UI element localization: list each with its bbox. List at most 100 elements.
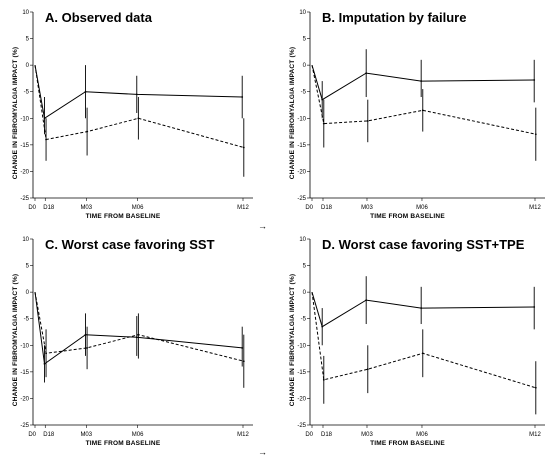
panel-title: B. Imputation by failure <box>322 10 466 25</box>
x-tick-label: D0 <box>305 432 313 438</box>
x-tick-label: D0 <box>28 205 36 211</box>
data-point <box>421 109 424 112</box>
data-point <box>322 378 325 381</box>
x-axis-label: TIME FROM BASELINE <box>370 440 445 447</box>
y-tick-label: -10 <box>20 116 29 122</box>
x-tick-label: M12 <box>529 205 541 211</box>
y-tick-label: 0 <box>303 63 307 69</box>
data-point <box>365 299 368 302</box>
x-tick-label: M12 <box>237 205 249 211</box>
data-point <box>242 146 245 149</box>
y-tick-label: -20 <box>20 169 29 175</box>
y-tick-label: -15 <box>297 143 306 149</box>
y-tick-label: -25 <box>297 196 306 202</box>
x-tick-label: D18 <box>43 432 55 438</box>
y-tick-label: -20 <box>20 396 29 402</box>
y-tick-label: -5 <box>301 317 307 323</box>
x-tick-label: M03 <box>80 432 92 438</box>
y-axis-label: CHANGE IN FIBROMYALGIA IMPACT (%) <box>289 274 296 406</box>
data-point <box>84 333 87 336</box>
series-line-dashed <box>311 292 536 389</box>
x-tick-label: D18 <box>321 432 333 438</box>
data-point <box>534 386 537 389</box>
series-line-dashed <box>311 65 536 135</box>
y-axis-label: CHANGE IN FIBROMYALGIA IMPACT (%) <box>12 274 19 406</box>
x-tick-label: M06 <box>132 432 144 438</box>
y-tick-label: 5 <box>303 264 307 270</box>
x-tick-label: M12 <box>237 432 249 438</box>
y-tick-label: 10 <box>299 237 306 243</box>
data-point <box>241 96 244 98</box>
y-tick-label: -15 <box>297 370 306 376</box>
x-tick-label: D0 <box>28 432 36 438</box>
x-tick-label: M06 <box>132 205 144 211</box>
data-point <box>366 120 369 122</box>
panel-title: C. Worst case favoring SST <box>45 237 215 252</box>
data-point <box>321 98 324 101</box>
panel-a: A. Observed data 10 5 0 -5 -10 -15 -20 -25 D0 D18 M… <box>12 10 253 220</box>
x-tick-label: M06 <box>416 205 428 211</box>
x-tick-label: M06 <box>416 432 428 438</box>
panel-title: D. Worst case favoring SST+TPE <box>322 237 525 252</box>
x-axis-label: TIME FROM BASELINE <box>86 440 161 447</box>
series-line-dashed <box>34 292 244 362</box>
y-tick-label: -20 <box>297 169 306 175</box>
y-tick-label: -15 <box>20 370 29 376</box>
y-tick-label: -5 <box>301 90 307 96</box>
y-tick-label: 10 <box>22 10 29 16</box>
data-point <box>533 306 536 308</box>
x-axis-label: TIME FROM BASELINE <box>370 213 445 220</box>
y-tick-label: -10 <box>20 343 29 349</box>
data-point <box>534 133 537 136</box>
panel-title: A. Observed data <box>45 10 153 25</box>
continuation-arrow-top: → <box>258 221 267 231</box>
data-point <box>321 325 324 328</box>
y-tick-label: -25 <box>297 423 306 429</box>
y-tick-label: 5 <box>26 264 30 270</box>
y-tick-label: -15 <box>20 143 29 149</box>
data-point <box>420 80 423 82</box>
data-point <box>365 72 368 75</box>
data-point <box>533 79 536 81</box>
y-tick-label: -20 <box>297 396 306 402</box>
data-point <box>241 347 244 349</box>
data-point <box>137 117 140 120</box>
x-tick-label: D0 <box>305 205 313 211</box>
data-point <box>43 117 46 120</box>
panel-d: D. Worst case favoring SST+TPE 10 5 0 -5 -10 -… <box>289 237 545 447</box>
y-tick-label: -25 <box>20 423 29 429</box>
data-point <box>45 352 47 355</box>
data-point <box>420 307 423 309</box>
data-point <box>366 368 369 371</box>
data-point <box>421 352 424 355</box>
data-point <box>242 360 245 363</box>
data-point <box>43 362 46 365</box>
data-point <box>84 90 87 93</box>
y-axis-label: CHANGE IN FIBROMYALGIA IMPACT (%) <box>12 47 19 179</box>
data-point <box>45 138 47 141</box>
series-line-dashed <box>34 65 244 148</box>
continuation-arrow-bottom: → <box>258 447 267 457</box>
data-point <box>322 122 325 125</box>
y-tick-label: 0 <box>26 290 30 296</box>
x-tick-label: M03 <box>80 205 92 211</box>
data-point <box>137 333 140 336</box>
data-point <box>86 347 88 349</box>
y-tick-label: -25 <box>20 196 29 202</box>
data-point <box>86 130 88 133</box>
y-tick-label: 5 <box>303 37 307 43</box>
data-point <box>135 93 138 96</box>
series-line-solid <box>311 291 535 328</box>
y-axis-label: CHANGE IN FIBROMYALGIA IMPACT (%) <box>289 47 296 179</box>
panel-b: B. Imputation by failure 10 5 0 -5 -10 -15 -20 -… <box>289 10 545 220</box>
x-tick-label: M12 <box>529 432 541 438</box>
x-tick-label: M03 <box>361 432 373 438</box>
y-tick-label: -5 <box>24 317 30 323</box>
y-tick-label: -10 <box>297 343 306 349</box>
y-tick-label: 10 <box>299 10 306 16</box>
y-tick-label: 10 <box>22 237 29 243</box>
y-tick-label: -10 <box>297 116 306 122</box>
y-tick-label: 0 <box>303 290 307 296</box>
panel-c: C. Worst case favoring SST 10 5 0 -5 -10 -15 -2… <box>12 237 253 447</box>
